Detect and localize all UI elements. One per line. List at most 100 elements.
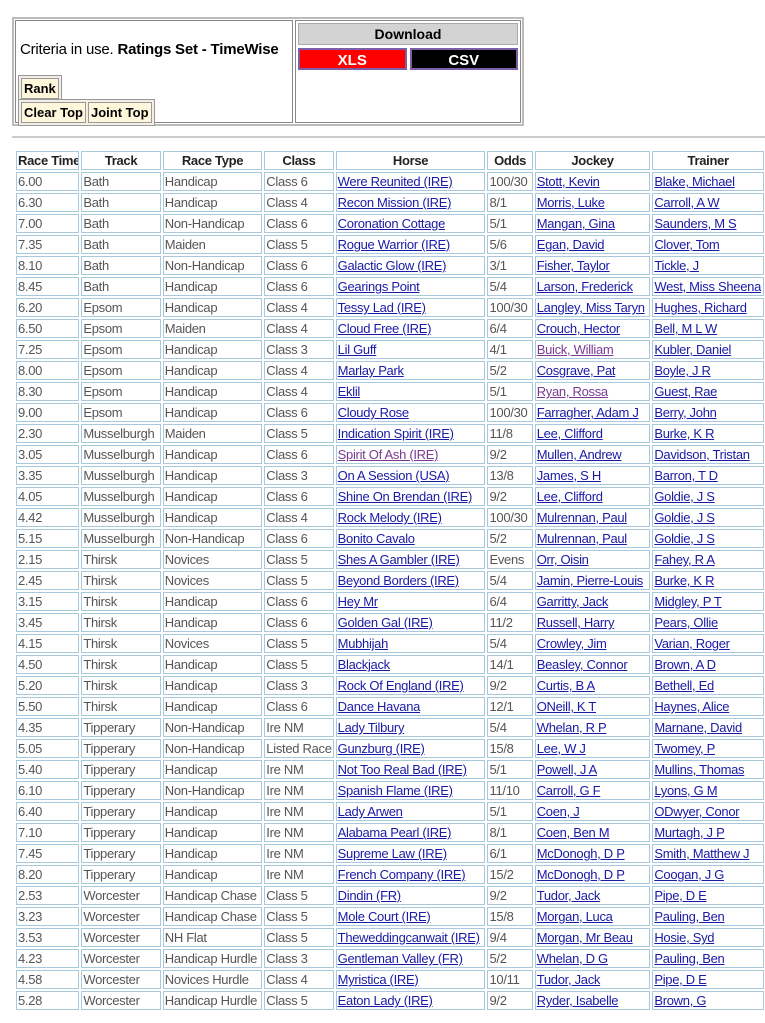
trainer-link[interactable]: Brown, G xyxy=(654,993,707,1008)
jockey-link[interactable]: Ryan, Rossa xyxy=(536,384,608,399)
horse-link[interactable]: Supreme Law (IRE) xyxy=(337,846,447,861)
horse-link[interactable]: Theweddingcanwait (IRE) xyxy=(337,930,480,945)
jockey-link[interactable]: McDonogh, D P xyxy=(536,846,625,861)
horse-link[interactable]: Dindin (FR) xyxy=(337,888,401,903)
trainer-link[interactable]: Fahey, R A xyxy=(654,552,715,567)
trainer-link[interactable]: Coogan, J G xyxy=(654,867,725,882)
jockey-link[interactable]: Stott, Kevin xyxy=(536,174,600,189)
horse-link[interactable]: Rock Of England (IRE) xyxy=(337,678,464,693)
horse-link[interactable]: Gearings Point xyxy=(337,279,420,294)
trainer-link[interactable]: Bell, M L W xyxy=(654,321,718,336)
jockey-link[interactable]: Cosgrave, Pat xyxy=(536,363,616,378)
jockey-link[interactable]: ONeill, K T xyxy=(536,699,597,714)
jockey-link[interactable]: Powell, J A xyxy=(536,762,598,777)
horse-link[interactable]: Lil Guff xyxy=(337,342,377,357)
jockey-link[interactable]: Ryder, Isabelle xyxy=(536,993,619,1008)
trainer-link[interactable]: Guest, Rae xyxy=(654,384,718,399)
horse-link[interactable]: Tessy Lad (IRE) xyxy=(337,300,426,315)
trainer-link[interactable]: Mullins, Thomas xyxy=(654,762,745,777)
trainer-link[interactable]: ODwyer, Conor xyxy=(654,804,740,819)
jockey-link[interactable]: Lee, Clifford xyxy=(536,489,603,504)
jockey-link[interactable]: McDonogh, D P xyxy=(536,867,625,882)
trainer-link[interactable]: Hosie, Syd xyxy=(654,930,715,945)
jockey-link[interactable]: Crowley, Jim xyxy=(536,636,607,651)
horse-link[interactable]: Spirit Of Ash (IRE) xyxy=(337,447,439,462)
horse-link[interactable]: Were Reunited (IRE) xyxy=(337,174,453,189)
horse-link[interactable]: Cloudy Rose xyxy=(337,405,409,420)
trainer-link[interactable]: Burke, K R xyxy=(654,573,715,588)
jockey-link[interactable]: Lee, Clifford xyxy=(536,426,603,441)
trainer-link[interactable]: Tickle, J xyxy=(654,258,699,273)
jockey-link[interactable]: Egan, David xyxy=(536,237,605,252)
horse-link[interactable]: Lady Tilbury xyxy=(337,720,405,735)
trainer-link[interactable]: Varian, Roger xyxy=(654,636,730,651)
jockey-link[interactable]: Garritty, Jack xyxy=(536,594,609,609)
trainer-link[interactable]: Kubler, Daniel xyxy=(654,342,732,357)
horse-link[interactable]: Mole Court (IRE) xyxy=(337,909,431,924)
horse-link[interactable]: Spanish Flame (IRE) xyxy=(337,783,453,798)
trainer-link[interactable]: Clover, Tom xyxy=(654,237,720,252)
horse-link[interactable]: Indication Spirit (IRE) xyxy=(337,426,454,441)
trainer-link[interactable]: Pauling, Ben xyxy=(654,909,725,924)
horse-link[interactable]: Shine On Brendan (IRE) xyxy=(337,489,473,504)
horse-link[interactable]: Gunzburg (IRE) xyxy=(337,741,425,756)
jockey-link[interactable]: Mullen, Andrew xyxy=(536,447,622,462)
horse-link[interactable]: Gentleman Valley (FR) xyxy=(337,951,463,966)
jockey-link[interactable]: Tudor, Jack xyxy=(536,888,601,903)
trainer-link[interactable]: Davidson, Tristan xyxy=(654,447,750,462)
horse-link[interactable]: Shes A Gambler (IRE) xyxy=(337,552,460,567)
horse-link[interactable]: Lady Arwen xyxy=(337,804,403,819)
jockey-link[interactable]: Crouch, Hector xyxy=(536,321,621,336)
jockey-link[interactable]: Carroll, G F xyxy=(536,783,601,798)
horse-link[interactable]: Cloud Free (IRE) xyxy=(337,321,432,336)
trainer-link[interactable]: Pauling, Ben xyxy=(654,951,725,966)
horse-link[interactable]: Eklil xyxy=(337,384,361,399)
csv-download-button[interactable]: CSV xyxy=(409,48,518,70)
trainer-link[interactable]: Haynes, Alice xyxy=(654,699,730,714)
trainer-link[interactable]: Goldie, J S xyxy=(654,531,715,546)
trainer-link[interactable]: Hughes, Richard xyxy=(654,300,747,315)
jockey-link[interactable]: Mulrennan, Paul xyxy=(536,510,627,525)
horse-link[interactable]: Rogue Warrior (IRE) xyxy=(337,237,451,252)
jockey-link[interactable]: Langley, Miss Taryn xyxy=(536,300,645,315)
horse-link[interactable]: Dance Havana xyxy=(337,699,421,714)
horse-link[interactable]: French Company (IRE) xyxy=(337,867,466,882)
trainer-link[interactable]: Berry, John xyxy=(654,405,717,420)
trainer-link[interactable]: Saunders, M S xyxy=(654,216,737,231)
jockey-link[interactable]: Morgan, Mr Beau xyxy=(536,930,633,945)
jockey-link[interactable]: Lee, W J xyxy=(536,741,586,756)
trainer-link[interactable]: Goldie, J S xyxy=(654,489,715,504)
trainer-link[interactable]: Marnane, David xyxy=(654,720,742,735)
jockey-link[interactable]: Coen, J xyxy=(536,804,580,819)
trainer-link[interactable]: West, Miss Sheena xyxy=(654,279,761,294)
trainer-link[interactable]: Twomey, P xyxy=(654,741,715,756)
clear-top-button[interactable]: Clear Top xyxy=(21,102,86,123)
trainer-link[interactable]: Barron, T D xyxy=(654,468,718,483)
trainer-link[interactable]: Burke, K R xyxy=(654,426,715,441)
horse-link[interactable]: Not Too Real Bad (IRE) xyxy=(337,762,467,777)
jockey-link[interactable]: Morgan, Luca xyxy=(536,909,613,924)
horse-link[interactable]: Eaton Lady (IRE) xyxy=(337,993,433,1008)
horse-link[interactable]: Bonito Cavalo xyxy=(337,531,415,546)
jockey-link[interactable]: Mangan, Gina xyxy=(536,216,615,231)
horse-link[interactable]: Beyond Borders (IRE) xyxy=(337,573,459,588)
xls-download-button[interactable]: XLS xyxy=(298,48,407,70)
jockey-link[interactable]: Mulrennan, Paul xyxy=(536,531,627,546)
trainer-link[interactable]: Brown, A D xyxy=(654,657,716,672)
trainer-link[interactable]: Murtagh, J P xyxy=(654,825,725,840)
horse-link[interactable]: Golden Gal (IRE) xyxy=(337,615,433,630)
trainer-link[interactable]: Goldie, J S xyxy=(654,510,715,525)
horse-link[interactable]: Hey Mr xyxy=(337,594,378,609)
jockey-link[interactable]: James, S H xyxy=(536,468,601,483)
trainer-link[interactable]: Pears, Ollie xyxy=(654,615,718,630)
horse-link[interactable]: Blackjack xyxy=(337,657,391,672)
trainer-link[interactable]: Blake, Michael xyxy=(654,174,735,189)
horse-link[interactable]: On A Session (USA) xyxy=(337,468,450,483)
horse-link[interactable]: Mubhijah xyxy=(337,636,389,651)
jockey-link[interactable]: Fisher, Taylor xyxy=(536,258,610,273)
trainer-link[interactable]: Smith, Matthew J xyxy=(654,846,750,861)
jockey-link[interactable]: Whelan, R P xyxy=(536,720,607,735)
horse-link[interactable]: Galactic Glow (IRE) xyxy=(337,258,447,273)
jockey-link[interactable]: Farragher, Adam J xyxy=(536,405,639,420)
horse-link[interactable]: Coronation Cottage xyxy=(337,216,446,231)
